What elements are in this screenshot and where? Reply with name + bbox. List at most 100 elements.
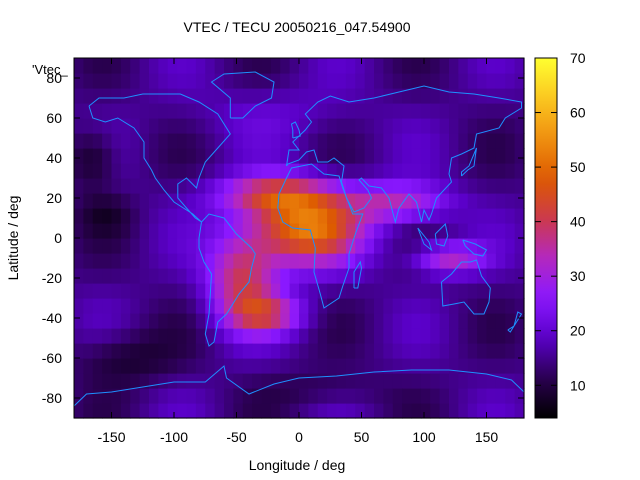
heatmap-cell [374, 328, 384, 344]
heatmap-cell [252, 223, 263, 239]
heatmap-cell [214, 208, 225, 224]
heatmap-cell [130, 268, 141, 284]
heatmap-cell [430, 268, 441, 284]
heatmap-cell [345, 358, 356, 374]
heatmap-cell [102, 118, 113, 134]
heatmap-cell [261, 388, 272, 404]
heatmap-cell [289, 238, 300, 254]
heatmap-cell [383, 208, 394, 224]
heatmap-cell [299, 163, 309, 179]
heatmap-cell [477, 283, 488, 299]
heatmap-cell [392, 268, 403, 284]
heatmap-cell [402, 88, 413, 104]
heatmap-cell [280, 103, 291, 119]
heatmap-cell [167, 118, 178, 134]
heatmap-cell [83, 358, 94, 374]
heatmap-cell [317, 283, 328, 299]
heatmap-cell [92, 388, 103, 404]
heatmap-cell [374, 253, 384, 269]
heatmap-cell [449, 298, 459, 314]
heatmap-cell [374, 403, 384, 419]
coastline-australia [441, 259, 491, 315]
heatmap-cell [345, 58, 356, 74]
heatmap-cell [242, 88, 253, 104]
heatmap-cell [430, 88, 441, 104]
heatmap-cell [467, 403, 478, 419]
heatmap-cell [224, 358, 234, 374]
heatmap-cell [242, 133, 253, 149]
heatmap-cell [439, 313, 450, 329]
heatmap-cell [130, 163, 141, 179]
heatmap-cell [186, 253, 197, 269]
heatmap-cell [486, 313, 497, 329]
heatmap-cell [149, 88, 159, 104]
heatmap-cell [299, 58, 309, 74]
heatmap-cell [186, 283, 197, 299]
heatmap-cell [383, 358, 394, 374]
heatmap-cell [364, 253, 375, 269]
heatmap-cell [158, 208, 169, 224]
heatmap-cell [149, 313, 159, 329]
heatmap-cell [280, 133, 291, 149]
heatmap-cell [411, 208, 422, 224]
heatmap-cell [167, 358, 178, 374]
heatmap-cell [139, 73, 150, 89]
heatmap-cell [92, 298, 103, 314]
heatmap-cell [355, 388, 366, 404]
heatmap-cell [233, 268, 244, 284]
heatmap-cell [383, 298, 394, 314]
heatmap-cell [439, 178, 450, 194]
heatmap-cell [383, 193, 394, 209]
heatmap-cell [449, 313, 459, 329]
heatmap-cell [74, 133, 84, 149]
heatmap-cell [420, 58, 431, 74]
heatmap-cell [317, 178, 328, 194]
coastline-madagascar [353, 260, 363, 289]
heatmap-cell [83, 88, 94, 104]
heatmap-cell [74, 298, 84, 314]
heatmap-cell [149, 148, 159, 164]
heatmap-cell [364, 328, 375, 344]
heatmap-cell [411, 58, 422, 74]
heatmap-cell [439, 373, 450, 389]
heatmap-cell [205, 313, 216, 329]
heatmap-cell [83, 103, 94, 119]
heatmap-cell [74, 283, 84, 299]
heatmap-cell [458, 223, 469, 239]
heatmap-cell [195, 73, 206, 89]
heatmap-cell [92, 253, 103, 269]
heatmap-cell [392, 133, 403, 149]
heatmap-cell [392, 58, 403, 74]
heatmap-cell [83, 163, 94, 179]
heatmap-cell [308, 103, 319, 119]
heatmap-cell [505, 313, 516, 329]
heatmap-cell [467, 313, 478, 329]
heatmap-cell [514, 238, 525, 254]
heatmap-cell [233, 373, 244, 389]
heatmap-cell [449, 328, 459, 344]
heatmap-cell [374, 118, 384, 134]
heatmap-cell [74, 58, 84, 74]
heatmap-cell [120, 388, 131, 404]
heatmap-cell [167, 403, 178, 419]
heatmap-cell [336, 103, 347, 119]
heatmap-cell [270, 223, 281, 239]
heatmap-cell [327, 283, 338, 299]
heatmap-cell [158, 298, 169, 314]
heatmap-cell [242, 253, 253, 269]
heatmap-cell [214, 133, 225, 149]
heatmap-cell [177, 58, 188, 74]
heatmap-cell [205, 193, 216, 209]
heatmap-cell [392, 253, 403, 269]
x-axis: -150 -100 -50 0 50 100 150 [97, 58, 498, 445]
heatmap-cell [270, 403, 281, 419]
heatmap-cell [402, 403, 413, 419]
heatmap-cell [430, 388, 441, 404]
heatmap-cell [308, 133, 319, 149]
heatmap-cell [514, 403, 525, 419]
heatmap-cell [177, 253, 188, 269]
heatmap-cell [374, 343, 384, 359]
heatmap-cell [224, 88, 234, 104]
heatmap-cell [158, 313, 169, 329]
